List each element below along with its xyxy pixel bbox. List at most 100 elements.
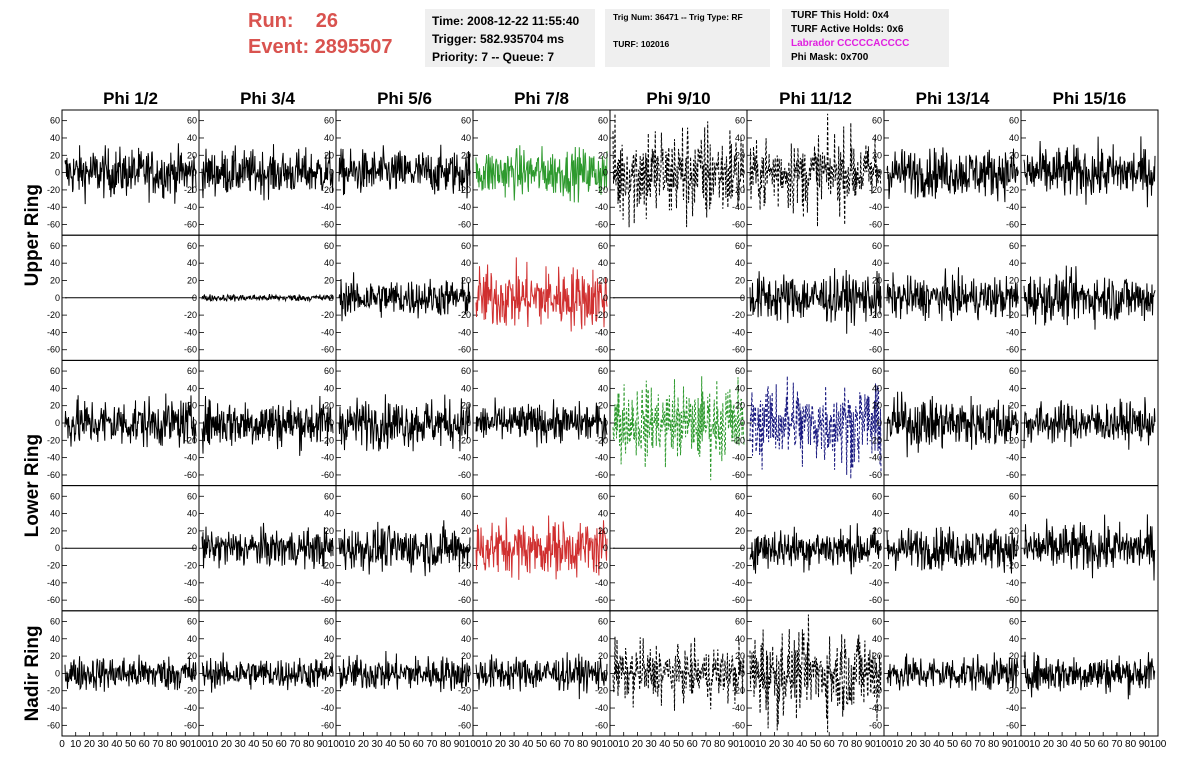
y-tick-label: -20 [732,310,745,320]
y-tick-label: 0 [55,418,60,428]
y-tick-label: 40 [598,383,608,393]
y-tick-label: -40 [869,453,882,463]
y-tick-label: 60 [324,241,334,251]
y-tick-label: 0 [55,168,60,178]
y-tick-label: 60 [50,241,60,251]
y-tick-label: 0 [603,293,608,303]
y-tick-label: -60 [458,595,471,605]
y-tick-label: 20 [1009,150,1019,160]
y-tick-label: 40 [187,258,197,268]
y-tick-label: 40 [187,509,197,519]
y-tick-label: 60 [1009,241,1019,251]
x-tick-label: 80 [1125,739,1137,750]
y-tick-label: -60 [732,345,745,355]
y-tick-label: 60 [50,491,60,501]
y-tick-label: -60 [732,220,745,230]
time-info-box: Time: 2008-12-22 11:55:40 Trigger: 582.9… [425,9,595,67]
y-tick-label: 20 [50,150,60,160]
y-tick-label: 40 [324,509,334,519]
waveform-trace [475,145,608,203]
y-tick-label: -40 [595,453,608,463]
waveform-trace [1023,397,1156,450]
y-tick-label: -40 [595,578,608,588]
x-tick-label: 70 [837,739,849,750]
y-tick-label: 0 [740,543,745,553]
y-tick-label: -40 [1006,327,1019,337]
y-tick-label: -60 [184,470,197,480]
y-tick-label: -20 [184,686,197,696]
panel-r2-c3: 60 40 20 0 -20 -40 -60 [321,234,474,361]
waveform-trace [749,113,882,227]
x-tick-label: 30 [646,739,658,750]
y-tick-label: -60 [869,470,882,480]
ring-label-2: Lower Ring [22,434,43,537]
y-tick-label: 40 [50,258,60,268]
y-tick-label: 60 [324,116,334,126]
y-tick-label: 40 [461,383,471,393]
y-tick-label: 20 [324,651,334,661]
y-tick-label: 0 [1014,543,1019,553]
y-tick-label: -60 [1006,595,1019,605]
y-tick-label: -20 [595,435,608,445]
y-tick-label: -20 [47,435,60,445]
x-tick-label: 40 [933,739,945,750]
waveform-trace [612,376,745,481]
y-tick-label: -60 [1006,345,1019,355]
y-tick-label: 60 [598,616,608,626]
y-tick-label: 40 [598,258,608,268]
x-tick-label: 100 [602,739,619,750]
y-tick-label: 60 [1009,491,1019,501]
x-tick-label: 70 [974,739,986,750]
y-tick-label: -20 [458,310,471,320]
x-tick-label: 80 [577,739,589,750]
x-tick-label: 40 [385,739,397,750]
y-tick-label: 20 [187,150,197,160]
y-tick-label: 60 [1009,616,1019,626]
y-tick-label: 20 [461,150,471,160]
y-tick-label: -40 [732,703,745,713]
panel-r1-c4: 60 40 20 0 -20 -40 -60 [458,109,611,236]
waveform-trace [749,268,882,334]
y-tick-label: -60 [47,595,60,605]
y-tick-label: -40 [869,327,882,337]
x-tick-label: 40 [248,739,260,750]
y-tick-label: 60 [872,116,882,126]
panel-r4-c1: 60 40 20 0 -20 -40 -60 [47,485,200,612]
y-tick-label: 0 [329,168,334,178]
y-tick-label: -20 [321,561,334,571]
waveform-trace [475,652,608,700]
y-tick-label: -60 [458,220,471,230]
x-tick-label: 70 [289,739,301,750]
x-tick-label: 10 [481,739,493,750]
y-tick-label: -40 [184,453,197,463]
y-tick-label: 20 [598,401,608,411]
y-tick-label: 40 [1009,383,1019,393]
phi-header-1: Phi 1/2 [103,89,158,108]
panel-r3-c2: 60 40 20 0 -20 -40 -60 [184,359,337,487]
y-tick-label: 60 [598,241,608,251]
y-tick-label: -40 [869,202,882,212]
y-tick-label: 60 [872,366,882,376]
y-tick-label: -60 [458,470,471,480]
y-tick-label: 40 [461,258,471,268]
y-tick-label: 0 [877,418,882,428]
y-tick-label: 40 [598,509,608,519]
y-tick-label: -40 [732,202,745,212]
waveform-trace [338,144,471,199]
y-tick-label: -40 [321,453,334,463]
x-tick-label: 10 [344,739,356,750]
y-tick-label: -20 [47,686,60,696]
panel-r3-c1: 60 40 20 0 -20 -40 -60 [47,359,200,487]
y-tick-label: 40 [187,133,197,143]
x-tick-label: 100 [739,739,756,750]
y-tick-label: -20 [321,686,334,696]
panel-r3-c4: 60 40 20 0 -20 -40 -60 [458,359,611,487]
x-tick-label: 20 [632,739,644,750]
waveform-trace [201,522,334,570]
x-tick-label: 100 [876,739,893,750]
y-tick-label: 40 [735,258,745,268]
y-tick-label: -20 [732,435,745,445]
